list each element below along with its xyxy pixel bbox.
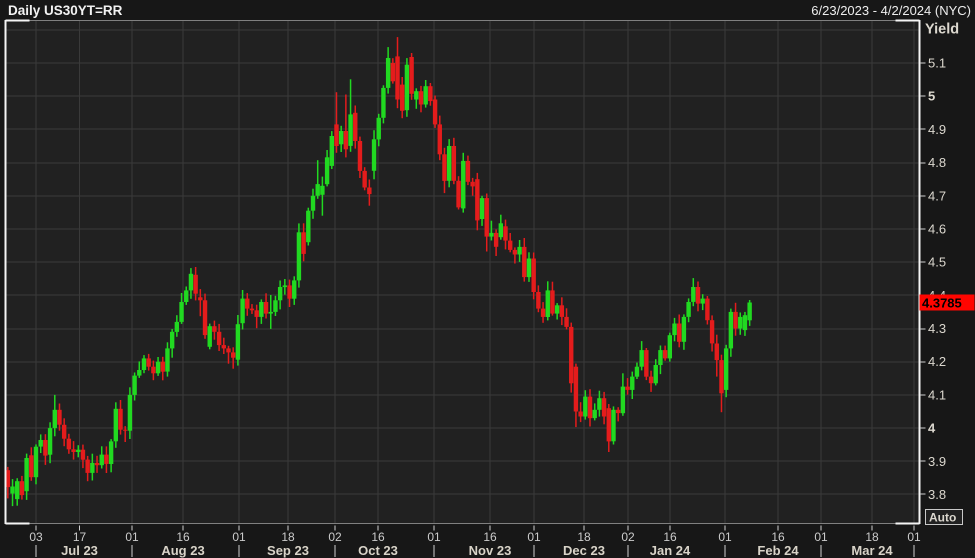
svg-text:Nov 23: Nov 23: [469, 543, 512, 558]
svg-text:Yield: Yield: [925, 22, 959, 38]
svg-text:Aug 23: Aug 23: [161, 543, 204, 558]
svg-text:3.9: 3.9: [928, 454, 946, 469]
svg-text:01: 01: [232, 530, 246, 544]
svg-text:Auto: Auto: [929, 511, 956, 525]
svg-text:03: 03: [29, 530, 43, 544]
svg-text:4.9: 4.9: [928, 122, 946, 137]
svg-text:5: 5: [928, 89, 935, 104]
svg-text:Feb 24: Feb 24: [757, 543, 799, 558]
svg-text:4.2: 4.2: [928, 354, 946, 369]
svg-text:01: 01: [527, 530, 541, 544]
svg-text:Daily US30YT=RR: Daily US30YT=RR: [8, 3, 123, 18]
svg-text:Sep 23: Sep 23: [267, 543, 309, 558]
svg-text:16: 16: [371, 530, 385, 544]
svg-text:3.8: 3.8: [928, 487, 946, 502]
svg-text:16: 16: [176, 530, 190, 544]
svg-text:4.8: 4.8: [928, 155, 946, 170]
svg-text:02: 02: [621, 530, 635, 544]
svg-text:01: 01: [718, 530, 732, 544]
svg-text:01: 01: [427, 530, 441, 544]
svg-text:16: 16: [771, 530, 785, 544]
svg-text:01: 01: [125, 530, 139, 544]
svg-text:17: 17: [73, 530, 87, 544]
svg-text:4.3: 4.3: [928, 321, 946, 336]
svg-text:18: 18: [577, 530, 591, 544]
svg-text:Jul 23: Jul 23: [61, 543, 98, 558]
svg-text:18: 18: [281, 530, 295, 544]
svg-text:16: 16: [663, 530, 677, 544]
svg-text:Mar 24: Mar 24: [851, 543, 893, 558]
svg-text:01: 01: [814, 530, 828, 544]
svg-text:16: 16: [483, 530, 497, 544]
svg-text:Dec 23: Dec 23: [563, 543, 605, 558]
svg-text:Jan 24: Jan 24: [650, 543, 691, 558]
svg-text:4.5: 4.5: [928, 255, 946, 270]
svg-text:4: 4: [928, 421, 936, 436]
svg-text:4.6: 4.6: [928, 221, 946, 236]
svg-text:6/23/2023 - 4/2/2024 (NYC): 6/23/2023 - 4/2/2024 (NYC): [811, 3, 971, 18]
svg-text:4.1: 4.1: [928, 387, 946, 402]
svg-text:Oct 23: Oct 23: [358, 543, 398, 558]
svg-text:5.1: 5.1: [928, 56, 946, 71]
svg-text:01: 01: [907, 530, 921, 544]
svg-text:18: 18: [865, 530, 879, 544]
svg-text:4.3785: 4.3785: [922, 295, 962, 310]
svg-text:02: 02: [328, 530, 342, 544]
svg-text:4.7: 4.7: [928, 188, 946, 203]
